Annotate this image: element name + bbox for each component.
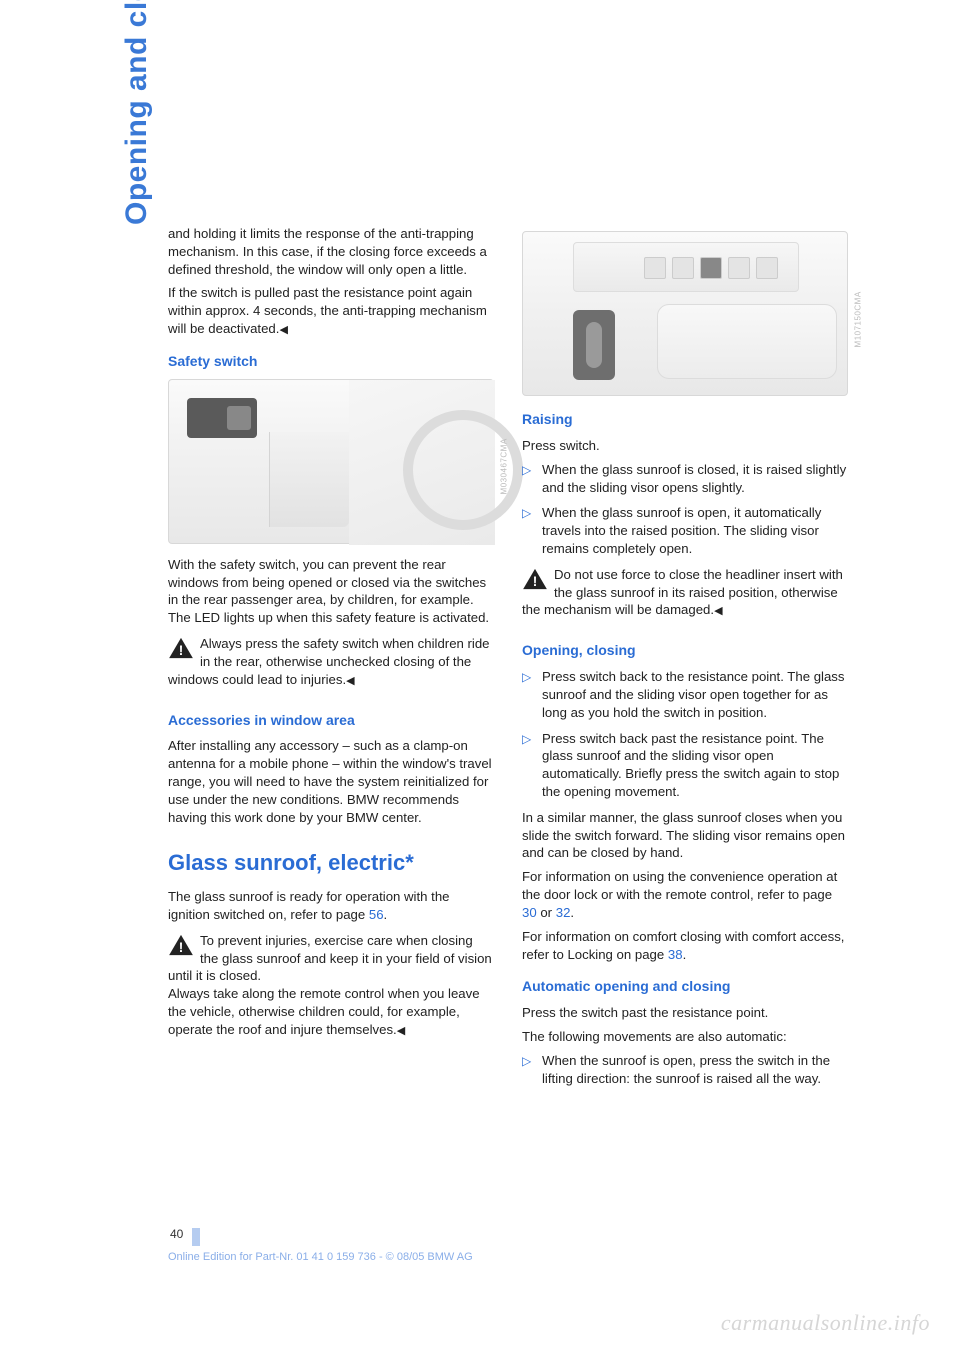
figure-detail (657, 304, 837, 379)
body-text: . (683, 947, 687, 962)
heading: Glass sunroof, electric* (168, 848, 494, 878)
manual-page: Opening and closing and holding it limit… (0, 0, 960, 1358)
body-text: If the switch is pulled past the resista… (168, 284, 494, 337)
end-marker-icon: ◀ (397, 1025, 405, 1037)
page-link[interactable]: 32 (556, 905, 571, 920)
warning-icon: ! (168, 934, 194, 956)
figure-sunroof-switch: M107150CMA (522, 231, 848, 396)
figure-safety-switch: M030467CMA (168, 379, 494, 544)
body-text: The following movements are also automat… (522, 1028, 848, 1046)
warning-block: ! Do not use force to close the headline… (522, 566, 848, 619)
content-columns: and holding it limits the response of th… (168, 225, 848, 1095)
subheading: Raising (522, 410, 848, 429)
bullet-list: When the glass sunroof is closed, it is … (522, 461, 848, 558)
warning-block: ! To prevent injuries, exercise care whe… (168, 932, 494, 1039)
body-text: or (537, 905, 556, 920)
subheading: Automatic opening and closing (522, 977, 848, 996)
bullet-list: Press switch back to the resistance poin… (522, 668, 848, 801)
figure-detail (269, 432, 349, 527)
page-link[interactable]: 56 (369, 907, 384, 922)
warning-icon: ! (522, 568, 548, 590)
body-text: Press the switch past the resistance poi… (522, 1004, 848, 1022)
body-text: For information on using the convenience… (522, 869, 837, 902)
list-item: When the sunroof is open, press the swit… (522, 1052, 848, 1088)
page-number-marker (192, 1228, 200, 1246)
figure-detail (187, 398, 257, 438)
body-text: In a similar manner, the glass sunroof c… (522, 809, 848, 862)
body-text: The glass sunroof is ready for operation… (168, 888, 494, 924)
warning-text: To prevent injuries, exercise care when … (168, 933, 492, 1037)
figure-detail (700, 257, 722, 279)
watermark: carmanualsonline.info (721, 1310, 930, 1336)
body-text: . (384, 907, 388, 922)
subheading: Safety switch (168, 352, 494, 371)
warning-text: Do not use force to close the headliner … (522, 567, 843, 618)
page-number: 40 (170, 1227, 183, 1241)
section-tab: Opening and closing (120, 0, 154, 225)
figure-code: M107150CMA (854, 291, 865, 347)
footer-text: Online Edition for Part-Nr. 01 41 0 159 … (168, 1251, 473, 1263)
warning-text: Always press the safety switch when chil… (168, 636, 490, 687)
end-marker-icon: ◀ (714, 605, 722, 617)
figure-detail (672, 257, 694, 279)
subheading: Accessories in window area (168, 711, 494, 730)
svg-text:!: ! (179, 940, 184, 955)
list-item: When the glass sunroof is open, it autom… (522, 504, 848, 557)
body-text: and holding it limits the response of th… (168, 225, 494, 278)
warning-icon: ! (168, 637, 194, 659)
svg-text:!: ! (533, 574, 538, 589)
left-column: and holding it limits the response of th… (168, 225, 494, 1095)
bullet-list: When the sunroof is open, press the swit… (522, 1052, 848, 1088)
page-link[interactable]: 38 (668, 947, 683, 962)
svg-text:!: ! (179, 643, 184, 658)
list-item: When the glass sunroof is closed, it is … (522, 461, 848, 497)
warning-block: ! Always press the safety switch when ch… (168, 635, 494, 688)
list-item: Press switch back to the resistance poin… (522, 668, 848, 721)
right-column: M107150CMA Raising Press switch. When th… (522, 225, 848, 1095)
end-marker-icon: ◀ (279, 324, 287, 336)
figure-detail (573, 242, 799, 292)
list-item: Press switch back past the resistance po… (522, 730, 848, 801)
body-text: For information on comfort closing with … (522, 928, 848, 964)
figure-detail (756, 257, 778, 279)
body-text: . (570, 905, 574, 920)
subheading: Opening, closing (522, 641, 848, 660)
body-text: For information on using the convenience… (522, 868, 848, 921)
figure-detail (728, 257, 750, 279)
page-link[interactable]: 30 (522, 905, 537, 920)
figure-code: M030467CMA (500, 439, 511, 495)
body-text: With the safety switch, you can prevent … (168, 556, 494, 627)
figure-detail (573, 310, 615, 380)
body-text: After installing any accessory – such as… (168, 737, 494, 826)
body-text: The glass sunroof is ready for operation… (168, 889, 449, 922)
body-text: If the switch is pulled past the resista… (168, 285, 487, 336)
body-text: Press switch. (522, 437, 848, 455)
end-marker-icon: ◀ (346, 675, 354, 687)
figure-detail (644, 257, 666, 279)
